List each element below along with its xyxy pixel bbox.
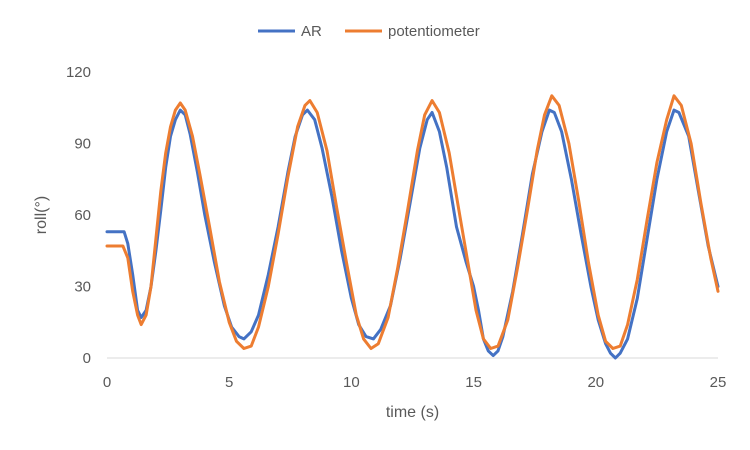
x-tick-label: 5 <box>225 374 233 391</box>
y-tick-label: 120 <box>66 64 91 81</box>
y-tick-label: 60 <box>74 207 91 224</box>
y-tick-label: 30 <box>74 279 91 296</box>
series-line-potentiometer <box>105 94 720 350</box>
legend-label-ar: AR <box>301 23 322 40</box>
legend: AR potentiometer <box>258 23 480 40</box>
x-tick-label: 20 <box>587 374 604 391</box>
y-axis-title: roll(°) <box>33 196 50 234</box>
y-tick-label: 0 <box>83 350 91 367</box>
legend-label-potentiometer: potentiometer <box>388 23 480 40</box>
series-line-ar <box>105 108 720 360</box>
y-axis-ticks: 0 30 60 90 120 <box>66 64 91 367</box>
x-tick-label: 25 <box>710 374 727 391</box>
x-tick-label: 10 <box>343 374 360 391</box>
x-tick-label: 0 <box>103 374 111 391</box>
y-tick-label: 90 <box>74 136 91 153</box>
x-axis-title: time (s) <box>386 404 439 421</box>
x-tick-label: 15 <box>465 374 482 391</box>
x-axis-ticks: 0 5 10 15 20 25 <box>103 374 727 391</box>
series-layer <box>105 94 720 360</box>
